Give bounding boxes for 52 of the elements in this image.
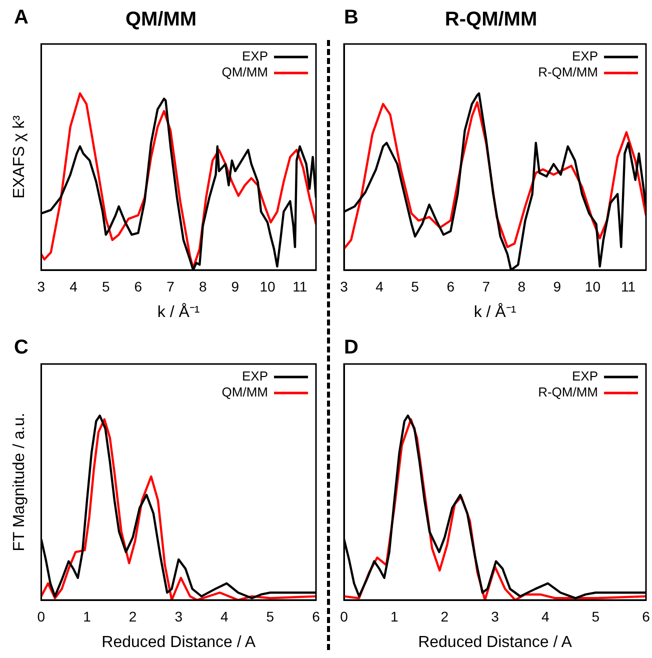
x-axis-title: k / Å⁻¹ <box>474 302 516 321</box>
x-tick-label: 4 <box>541 608 550 624</box>
legend-label: EXP <box>242 48 268 64</box>
x-tick-label: 6 <box>446 278 455 294</box>
legend-label: EXP <box>572 368 598 384</box>
x-tick-label: 1 <box>390 608 398 624</box>
x-axis-title: k / Å⁻¹ <box>157 302 200 321</box>
x-tick-label: 3 <box>37 278 46 294</box>
x-tick-label: 10 <box>584 278 601 294</box>
legend-label: QM/MM <box>222 64 268 80</box>
chart-title: R-QM/MM <box>444 8 538 31</box>
x-tick-label: 9 <box>231 278 240 294</box>
legend-label: R-QM/MM <box>538 384 598 400</box>
x-tick-label: 5 <box>411 278 420 294</box>
x-tick-label: 5 <box>102 278 110 294</box>
x-tick-label: 5 <box>592 608 600 624</box>
x-tick-label: 9 <box>553 278 562 294</box>
x-tick-label: 0 <box>37 608 46 624</box>
x-tick-label: 4 <box>220 608 228 624</box>
x-tick-label: 10 <box>260 278 276 294</box>
text: C <box>14 336 28 359</box>
x-tick-label: 8 <box>518 278 526 294</box>
legend-label: R-QM/MM <box>538 64 598 80</box>
x-tick-label: 11 <box>620 278 636 294</box>
x-tick-label: 6 <box>134 278 142 294</box>
x-tick-label: 2 <box>128 608 137 624</box>
x-axis-title: Reduced Distance / A <box>102 634 256 651</box>
legend-label: QM/MM <box>222 384 268 400</box>
text: B <box>344 6 358 29</box>
text: D <box>344 336 358 359</box>
y-axis-title: FT Magnitude / a.u. <box>11 412 28 552</box>
x-tick-label: 5 <box>266 608 274 624</box>
x-tick-label: 8 <box>198 278 207 294</box>
x-tick-label: 2 <box>440 608 449 624</box>
x-tick-label: 1 <box>83 608 92 624</box>
x-tick-label: 7 <box>166 278 175 294</box>
chart-title: QM/MM <box>125 8 197 31</box>
x-tick-label: 6 <box>312 608 320 624</box>
text: A <box>14 6 28 29</box>
x-tick-label: 4 <box>376 278 384 294</box>
x-tick-label: 4 <box>70 278 78 294</box>
x-tick-label: 7 <box>482 278 490 294</box>
y-axis-title: EXAFS χ k³ <box>11 114 28 199</box>
x-tick-label: 3 <box>174 608 183 624</box>
x-tick-label: 3 <box>491 608 500 624</box>
x-tick-label: 6 <box>642 608 650 624</box>
legend-label: EXP <box>242 368 268 384</box>
x-axis-title: Reduced Distance / A <box>418 634 572 651</box>
x-tick-label: 11 <box>292 278 308 294</box>
x-tick-label: 3 <box>340 278 348 294</box>
x-tick-label: 0 <box>340 608 348 624</box>
legend-label: EXP <box>572 48 598 64</box>
